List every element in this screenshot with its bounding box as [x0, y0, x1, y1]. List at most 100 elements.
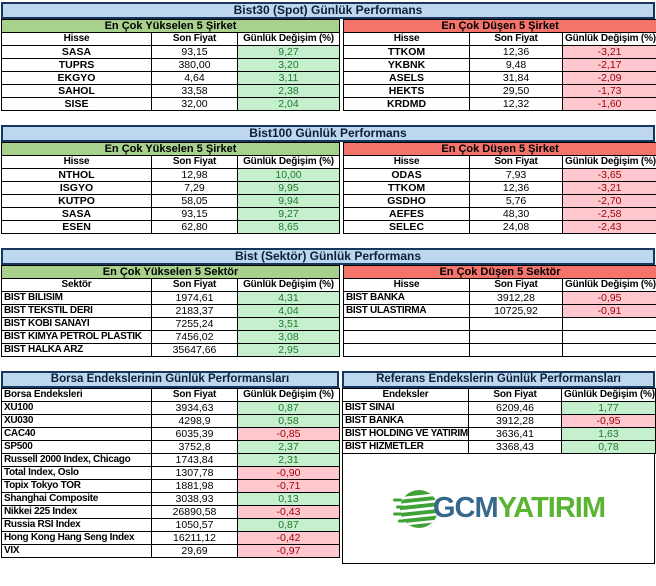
instrument-cell: BIST HALKA ARZ [1, 343, 152, 357]
column-header-name: Hisse [1, 155, 152, 169]
instrument-cell: SP500 [1, 440, 152, 454]
section-title: Bist100 Günlük Performans [1, 125, 655, 142]
gcm-globe-icon [392, 489, 438, 528]
instrument-cell: ESEN [1, 220, 152, 234]
change-cell: -2,09 [562, 71, 656, 85]
table-row: ESEN 62,80 8,65 [1, 220, 341, 234]
column-header-change: Günlük Değişim (%) [237, 388, 340, 402]
change-cell: -0,97 [237, 544, 340, 558]
losers-header: En Çok Düşen 5 Şirket [343, 19, 656, 33]
instrument-cell: BIST KOBI SANAYI [1, 317, 152, 331]
table-row: GSDHO 5,76 -2,70 [343, 194, 656, 208]
change-cell: 0,87 [237, 518, 340, 532]
logo-text-yatirim: YATIRIM [497, 492, 606, 524]
price-cell: 3636,41 [468, 427, 562, 441]
price-cell: 5,76 [469, 194, 564, 208]
world-indices-table: Borsa Endeksleri Son Fiyat Günlük Değişi… [1, 388, 340, 558]
section-bist-sektor: Bist (Sektör) Günlük Performans En Çok Y… [1, 248, 656, 357]
instrument-cell: TTKOM [343, 181, 471, 195]
price-cell: 12,32 [469, 97, 564, 111]
price-cell: 12,98 [151, 168, 238, 182]
table-row: Hong Kong Hang Seng Index 16211,12 -0,42 [1, 531, 340, 545]
price-cell: 7456,02 [151, 330, 238, 344]
section-bist30: Bist30 (Spot) Günlük Performans En Çok Y… [0, 2, 656, 111]
change-cell: 3,11 [236, 71, 341, 85]
change-cell: 9,94 [236, 194, 341, 208]
instrument-cell: BIST HIZMETLER [342, 440, 469, 454]
instrument-cell: ODAS [343, 168, 471, 182]
table-row: BIST BILISIM 1974,61 4,31 [1, 291, 340, 305]
table-row: BIST SINAI 6209,46 1,77 [342, 401, 656, 415]
table-row [343, 317, 656, 331]
indices-section: Borsa Endekslerinin Günlük Performanslar… [1, 371, 656, 564]
instrument-cell: CAC40 [1, 427, 152, 441]
table-row: SELEC 24,08 -2,43 [343, 220, 656, 234]
table-row: Shanghai Composite 3038,93 0,13 [1, 492, 340, 506]
table-row: BIST KIMYA PETROL PLASTIK 7456,02 3,08 [1, 330, 340, 344]
change-cell: 9,27 [236, 207, 341, 221]
change-cell [562, 343, 656, 357]
change-cell: 2,38 [236, 84, 341, 98]
change-cell: 0,87 [237, 401, 340, 415]
table-row: ODAS 7,93 -3,65 [343, 168, 656, 182]
table-row: BIST BANKA 3912,28 -0,95 [343, 291, 656, 305]
gcm-yatirim-logo: GCM YATIRIM [342, 454, 655, 564]
price-cell: 1307,78 [151, 466, 238, 480]
price-cell [469, 317, 563, 331]
column-header-price: Son Fiyat [151, 388, 238, 402]
table-row: Nikkei 225 Index 26890,58 -0,43 [1, 505, 340, 519]
price-cell: 93,15 [151, 207, 238, 221]
change-cell: 0,58 [237, 414, 340, 428]
table-row: Russell 2000 Index, Chicago 1743,84 2,31 [1, 453, 340, 467]
column-header-name: Endeksler [342, 388, 469, 402]
change-cell [562, 317, 656, 331]
reference-indices-table: Endeksler Son Fiyat Günlük Değişim (%) B… [342, 388, 656, 454]
table-row: BIST HALKA ARZ 35647,66 2,95 [1, 343, 340, 357]
price-cell: 24,08 [469, 220, 564, 234]
instrument-cell: TTKOM [343, 45, 471, 59]
instrument-cell: XU030 [1, 414, 152, 428]
table-row: KUTPO 58,05 9,94 [1, 194, 341, 208]
change-cell: 0,78 [561, 440, 656, 454]
instrument-cell: GSDHO [343, 194, 471, 208]
change-cell: 2,95 [237, 343, 340, 357]
price-cell: 62,80 [151, 220, 238, 234]
instrument-cell: EKGYO [1, 71, 152, 85]
instrument-cell: BIST TEKSTIL DERI [1, 304, 152, 318]
section-title: Bist (Sektör) Günlük Performans [1, 248, 655, 265]
table-row: Topix Tokyo TOR 1881,98 -0,71 [1, 479, 340, 493]
table-row [343, 343, 656, 357]
change-cell: -2,43 [562, 220, 656, 234]
table-row: BIST HIZMETLER 3368,43 0,78 [342, 440, 656, 454]
gainers-header: En Çok Yükselen 5 Sektör [1, 265, 340, 279]
price-cell: 3368,43 [468, 440, 562, 454]
price-cell: 1743,84 [151, 453, 238, 467]
losers-table: En Çok Düşen 5 Şirket Hisse Son Fiyat Gü… [343, 142, 656, 234]
table-row: SASA 93,15 9,27 [1, 45, 341, 59]
change-cell: 0,13 [237, 492, 340, 506]
change-cell: -0,42 [237, 531, 340, 545]
table-row: BIST TEKSTIL DERI 2183,37 4,04 [1, 304, 340, 318]
price-cell: 1881,98 [151, 479, 238, 493]
instrument-cell: YKBNK [343, 58, 471, 72]
change-cell: 4,04 [237, 304, 340, 318]
instrument-cell: BIST ULASTIRMA [343, 304, 470, 318]
table-row: Total Index, Oslo 1307,78 -0,90 [1, 466, 340, 480]
change-cell: 9,27 [236, 45, 341, 59]
instrument-cell: SASA [1, 207, 152, 221]
instrument-cell: Hong Kong Hang Seng Index [1, 531, 152, 545]
column-header-name: Sektör [1, 278, 152, 292]
price-cell: 35647,66 [151, 343, 238, 357]
change-cell: -0,91 [562, 304, 656, 318]
instrument-cell: KUTPO [1, 194, 152, 208]
instrument-cell: BIST KIMYA PETROL PLASTIK [1, 330, 152, 344]
price-cell [469, 330, 563, 344]
instrument-cell: Russell 2000 Index, Chicago [1, 453, 152, 467]
column-header-price: Son Fiyat [151, 278, 238, 292]
table-row: AEFES 48,30 -2,58 [343, 207, 656, 221]
table-row: YKBNK 9,48 -2,17 [343, 58, 656, 72]
instrument-cell: BIST BILISIM [1, 291, 152, 305]
price-cell: 3912,28 [469, 291, 563, 305]
price-cell: 7255,24 [151, 317, 238, 331]
change-cell: -1,73 [562, 84, 656, 98]
